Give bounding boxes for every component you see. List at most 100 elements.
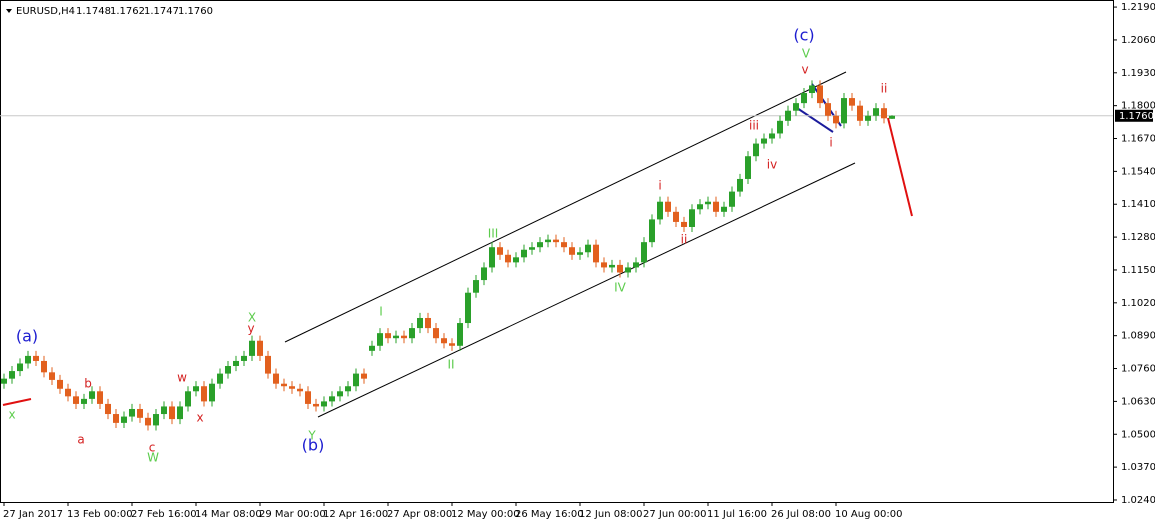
- candle-body: [129, 408, 135, 417]
- wave-label: iv: [767, 158, 777, 172]
- x-tick-label: 27 Apr 08:00: [387, 509, 452, 520]
- candle-body: [161, 406, 167, 415]
- y-tick-label: 1.2060: [1121, 35, 1155, 46]
- candle-body: [697, 204, 703, 210]
- candle-body: [497, 247, 503, 255]
- candle-body: [617, 264, 623, 273]
- candle-body: [25, 355, 31, 364]
- candle-body: [385, 333, 391, 339]
- candle-body: [857, 105, 863, 121]
- candle-body: [305, 391, 311, 404]
- candle-body: [289, 386, 295, 389]
- candle-body: [513, 257, 519, 263]
- candle-body: [745, 156, 751, 179]
- ohlc-label: 1.1747: [144, 6, 179, 17]
- candle-body: [281, 383, 287, 387]
- candle-body: [529, 247, 535, 250]
- wave-label: b: [84, 377, 92, 391]
- x-tick-label: 11 Jul 16:00: [707, 509, 767, 520]
- symbol: EURUSD,H4: [16, 6, 75, 17]
- wave-label: ii: [881, 82, 888, 96]
- candle-body: [1, 378, 7, 384]
- candle-body: [465, 292, 471, 324]
- candle-body: [481, 267, 487, 281]
- candle-body: [225, 366, 231, 374]
- x-tick-label: 12 Jun 08:00: [579, 509, 643, 520]
- candle-body: [545, 239, 551, 243]
- candle-body: [137, 408, 143, 418]
- wave-label: x: [8, 408, 15, 422]
- wave-label: ii: [681, 233, 688, 247]
- candle-body: [625, 267, 631, 273]
- y-tick-label: 1.1280: [1121, 232, 1155, 243]
- candle-body: [401, 335, 407, 339]
- candle-body: [33, 355, 39, 361]
- x-tick-label: 27 Jun 00:00: [643, 509, 707, 520]
- y-tick-label: 1.0890: [1121, 331, 1155, 342]
- candle-body: [361, 373, 367, 379]
- candle-body: [585, 244, 591, 253]
- price-label: 1.1760: [1119, 111, 1154, 122]
- x-tick-label: 29 Mar 00:00: [259, 509, 326, 520]
- wave-label: (a): [16, 327, 38, 346]
- y-tick-label: 1.0760: [1121, 364, 1155, 375]
- candle-body: [873, 108, 879, 116]
- wave-label: Y: [307, 429, 316, 443]
- y-tick-label: 1.2190: [1121, 2, 1155, 13]
- wave-label: v: [801, 63, 808, 77]
- candle-body: [409, 328, 415, 339]
- wave-label: IV: [614, 281, 627, 295]
- candle-body: [737, 178, 743, 192]
- y-tick-label: 1.1410: [1121, 199, 1155, 210]
- candle-body: [241, 355, 247, 361]
- wave-label: (b): [302, 436, 325, 455]
- wave-label: y: [247, 322, 254, 336]
- candle-body: [833, 115, 839, 124]
- candle-body: [609, 264, 615, 268]
- candle-body: [193, 386, 199, 392]
- y-tick-label: 1.0500: [1121, 429, 1155, 440]
- wave-label: w: [177, 371, 187, 385]
- price-label-box: [1115, 109, 1153, 122]
- y-tick-label: 1.1930: [1121, 68, 1155, 79]
- candle-body: [121, 416, 127, 423]
- wedge-line: [796, 107, 834, 133]
- candle-body: [577, 252, 583, 255]
- candle-body: [329, 396, 335, 402]
- wave-label: x: [196, 411, 203, 425]
- candle-body: [169, 406, 175, 420]
- candle-body: [649, 219, 655, 243]
- candle-body: [377, 333, 383, 346]
- x-tick-label: 10 Aug 00:00: [835, 509, 902, 520]
- candle-body: [209, 383, 215, 402]
- candle-body: [249, 340, 255, 356]
- candle-body: [641, 242, 647, 263]
- candle-body: [313, 403, 319, 407]
- candle-body: [273, 373, 279, 384]
- candle-body: [569, 247, 575, 255]
- candle-body: [673, 211, 679, 222]
- candle-body: [841, 98, 847, 124]
- wave-label: i: [658, 179, 661, 193]
- wave-label: (c): [793, 26, 814, 45]
- candle-body: [729, 191, 735, 207]
- candle-body: [561, 242, 567, 248]
- y-tick-label: 1.0630: [1121, 396, 1155, 407]
- candle-body: [633, 262, 639, 268]
- y-tick-label: 1.1020: [1121, 298, 1155, 309]
- candle-body: [473, 280, 479, 293]
- wave-label: III: [488, 227, 499, 241]
- candle-body: [777, 120, 783, 134]
- candle-body: [49, 372, 55, 380]
- candle-body: [145, 417, 151, 426]
- candle-body: [817, 85, 823, 104]
- candle-body: [753, 143, 759, 157]
- candle-body: [713, 201, 719, 212]
- candle-body: [89, 391, 95, 399]
- channel-upper: [284, 71, 847, 343]
- candle-body: [601, 262, 607, 268]
- x-tick-label: 26 Jul 08:00: [771, 509, 831, 520]
- candle-body: [657, 201, 663, 220]
- y-tick-label: 1.1540: [1121, 166, 1155, 177]
- y-tick-label: 1.1800: [1121, 101, 1155, 112]
